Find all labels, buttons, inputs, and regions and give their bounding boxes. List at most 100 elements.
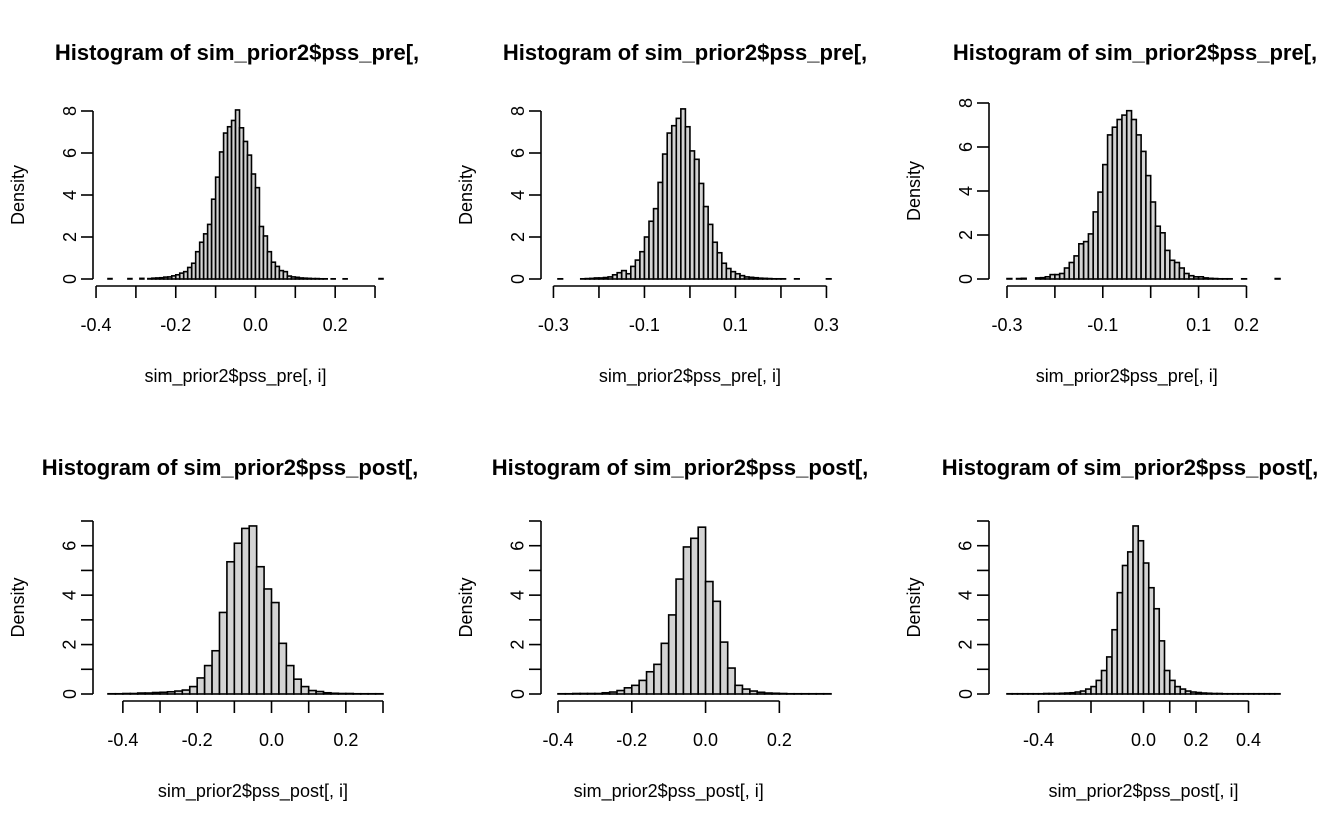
panel-title: Histogram of sim_prior2$pss_post[, [492, 455, 869, 480]
histogram-bar [226, 560, 236, 695]
x-tick-label: -0.2 [182, 730, 213, 750]
x-tick-label: -0.1 [1087, 315, 1118, 335]
y-tick-label: 6 [508, 541, 528, 551]
y-axis-label: Density [456, 165, 476, 225]
y-tick-label: 2 [508, 640, 528, 650]
x-tick-label: 0.2 [1234, 315, 1259, 335]
histogram-bar [734, 684, 744, 695]
histogram-bar [726, 667, 736, 695]
histogram-bar [174, 690, 184, 695]
histogram-bar [741, 688, 751, 695]
x-tick-label: -0.1 [629, 315, 660, 335]
histogram-bar [315, 690, 325, 695]
panel-title: Histogram of sim_prior2$pss_pre[, [503, 40, 867, 65]
histogram-bar [181, 689, 191, 695]
histogram-bar [144, 692, 154, 695]
x-axis-label: sim_prior2$pss_post[, i] [1048, 781, 1238, 802]
histogram-bar [203, 664, 213, 695]
y-tick-label: 8 [60, 106, 80, 116]
x-axis-label: sim_prior2$pss_pre[, i] [599, 366, 781, 387]
histogram-bar [255, 565, 265, 695]
histogram-bar [151, 691, 161, 695]
histogram-bar [307, 689, 317, 695]
y-tick-label: 8 [508, 106, 528, 116]
histogram-bar [270, 601, 280, 695]
x-axis-label: sim_prior2$pss_post[, i] [574, 781, 764, 802]
histogram-bar [704, 580, 714, 695]
histogram-bar [667, 614, 677, 695]
histogram-bar [653, 663, 663, 695]
histogram-bar [763, 692, 773, 695]
histogram-bar [690, 537, 699, 695]
panel-title: Histogram of sim_prior2$pss_pre[, [55, 40, 419, 65]
y-tick-label: 6 [956, 541, 976, 551]
y-axis-label: Density [904, 577, 924, 637]
panel-title: Histogram of sim_prior2$pss_post[, [42, 455, 419, 480]
y-tick-label: 2 [60, 640, 80, 650]
y-tick-label: 4 [60, 590, 80, 600]
y-tick-label: 2 [956, 640, 976, 650]
histogram-bar [159, 691, 169, 695]
histogram-bar [285, 664, 295, 695]
histogram-bar [608, 691, 618, 695]
y-axis-label: Density [456, 577, 476, 637]
histogram-bar [616, 689, 626, 695]
histogram-bar [675, 578, 685, 695]
x-tick-label: 0.2 [767, 730, 792, 750]
y-tick-label: 0 [60, 274, 80, 284]
histogram-bar [139, 277, 145, 280]
histogram-panel-4: Histogram of sim_prior2$pss_post[, -0.4 -0… [8, 455, 418, 802]
x-axis-label: sim_prior2$pss_pre[, i] [144, 366, 326, 387]
histogram-panel-6: Histogram of sim_prior2$pss_post[, -0.4 0.… [904, 455, 1318, 802]
x-tick-label: 0.2 [1183, 730, 1208, 750]
histogram-bar [166, 690, 176, 695]
histogram-bar [697, 526, 707, 695]
x-tick-label: -0.4 [81, 315, 112, 335]
histogram-bar [601, 691, 611, 695]
histogram-bar [771, 692, 781, 695]
histogram-panel-2: Histogram of sim_prior2$pss_pre[, -0.3 -0.… [456, 40, 867, 387]
y-tick-label: 6 [956, 142, 976, 152]
y-tick-label: 6 [60, 148, 80, 158]
x-tick-label: 0.0 [1131, 730, 1156, 750]
y-tick-label: 6 [60, 541, 80, 551]
x-tick-label: 0.0 [693, 730, 718, 750]
histogram-bar [712, 600, 722, 695]
x-tick-label: 0.0 [243, 315, 268, 335]
histogram-bar [719, 641, 729, 695]
x-tick-label: 0.1 [723, 315, 748, 335]
histogram-bar [749, 690, 759, 695]
y-tick-label: 4 [956, 186, 976, 196]
histogram-bar [233, 542, 243, 695]
histogram-bar [638, 679, 648, 695]
histogram-bar [322, 691, 332, 695]
y-tick-label: 2 [60, 232, 80, 242]
histogram-bar [263, 588, 273, 695]
histogram-bar [645, 670, 655, 695]
panel-title: Histogram of sim_prior2$pss_post[, [942, 455, 1319, 480]
y-tick-label: 8 [956, 98, 976, 108]
x-tick-label: -0.4 [1023, 730, 1054, 750]
histogram-bar [660, 642, 670, 695]
x-tick-label: -0.3 [538, 315, 569, 335]
x-tick-label: 0.3 [814, 315, 839, 335]
histogram-bar [300, 685, 310, 695]
histogram-bar [278, 642, 288, 695]
x-axis-label: sim_prior2$pss_pre[, i] [1036, 366, 1218, 387]
y-tick-label: 0 [508, 274, 528, 284]
histogram-bar [196, 677, 206, 695]
y-tick-label: 0 [956, 274, 976, 284]
histogram-bar [756, 691, 766, 695]
x-tick-label: -0.3 [991, 315, 1022, 335]
histogram-bar [293, 678, 303, 695]
histogram-bar [136, 692, 146, 695]
histogram-bar [248, 525, 258, 695]
y-tick-label: 4 [956, 590, 976, 600]
y-tick-label: 0 [508, 689, 528, 699]
x-tick-label: 0.0 [259, 730, 284, 750]
histogram-bar [1158, 640, 1166, 695]
y-axis-label: Density [904, 161, 924, 221]
x-tick-label: 0.1 [1186, 315, 1211, 335]
x-axis-label: sim_prior2$pss_post[, i] [158, 781, 348, 802]
